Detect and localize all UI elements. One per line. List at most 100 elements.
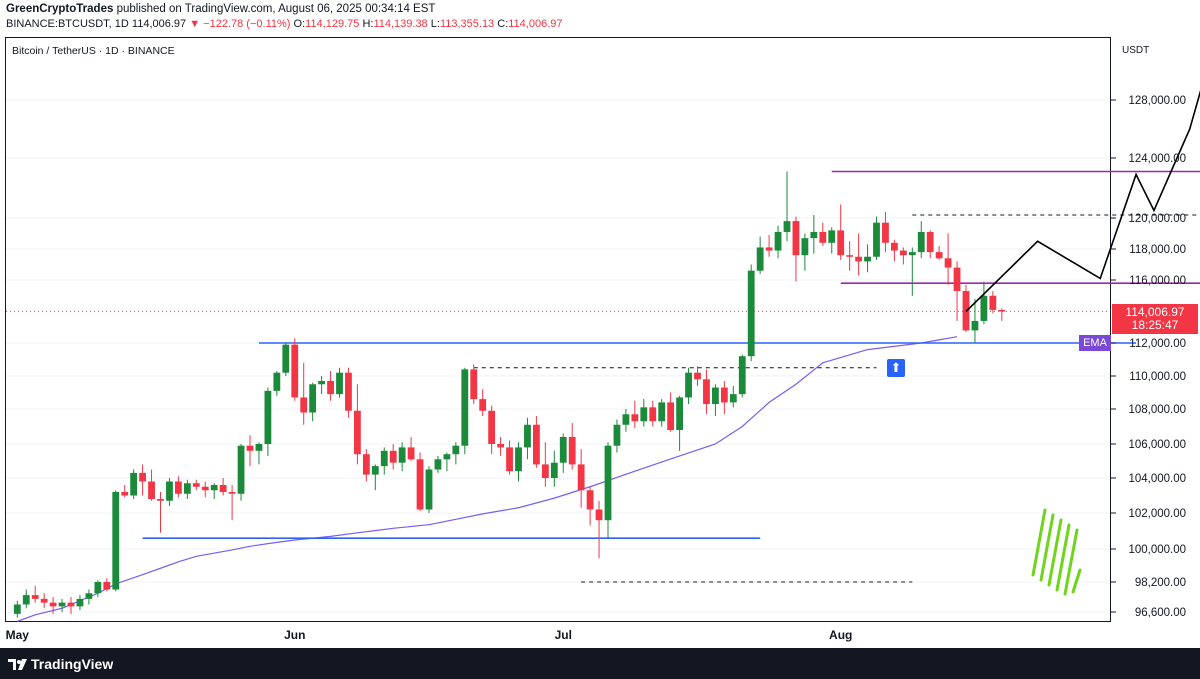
candle-body: [568, 437, 576, 465]
price-tick-label: 100,000.00: [1128, 544, 1186, 556]
candle-body: [846, 255, 854, 257]
candle-body: [640, 407, 648, 422]
price-tick-label: 128,000.00: [1128, 95, 1186, 107]
candle-body: [166, 481, 173, 501]
green-stripe-mark: [1031, 508, 1047, 577]
candle-body: [980, 295, 988, 321]
candle-body: [219, 485, 227, 492]
candle-body: [139, 472, 146, 482]
price-tick-label: 104,000.00: [1128, 473, 1186, 485]
candle-body: [85, 593, 93, 599]
green-stripe-mark: [1055, 523, 1071, 592]
candle-body: [837, 230, 845, 256]
candle-body: [649, 407, 657, 422]
candle-body: [810, 231, 818, 239]
price-tick-label: 96,600.00: [1135, 607, 1186, 619]
price-tick-label: 124,000.00: [1128, 153, 1186, 165]
candle-body: [524, 424, 531, 448]
candle-body: [237, 445, 245, 494]
candle-body: [175, 481, 182, 494]
candle-body: [917, 231, 925, 253]
candle-body: [49, 602, 57, 607]
price-tick-label: 118,000.00: [1129, 244, 1186, 256]
time-label: Jun: [284, 628, 305, 642]
candle-body: [944, 258, 952, 268]
candle-body: [774, 231, 782, 251]
high-value: 114,139.38: [373, 18, 428, 30]
price-tick-label: 102,000.00: [1128, 508, 1186, 520]
candle-body: [31, 595, 39, 599]
candle-body: [58, 602, 66, 607]
ohlc-line: BINANCE:BTCUSDT, 1D 114,006.97 ▼ −122.78…: [6, 18, 563, 30]
candle-body: [935, 252, 943, 259]
price-tick-label: 98,200.00: [1135, 577, 1186, 589]
candle-body: [40, 598, 48, 603]
candle-body: [712, 387, 719, 405]
candle-body: [121, 492, 129, 496]
candle-body: [362, 454, 370, 475]
ema-badge: EMA: [1079, 335, 1111, 351]
time-label: Jul: [555, 628, 572, 642]
symbol-label: BINANCE:BTCUSDT, 1D: [6, 18, 129, 30]
candle-body: [559, 437, 567, 463]
decorative-logo: [1031, 508, 1082, 596]
candle-body: [989, 295, 997, 310]
candle-body: [255, 444, 263, 451]
price-tick-label: 108,000.00: [1128, 404, 1186, 416]
green-stripe-mark: [1047, 518, 1063, 587]
publisher-name[interactable]: GreenCryptoTrades: [6, 3, 114, 15]
publisher-line: GreenCryptoTrades published on TradingVi…: [6, 3, 435, 15]
open-value: 114,129.75: [305, 18, 360, 30]
candle-body: [318, 380, 325, 385]
candle-body: [676, 397, 683, 430]
tradingview-wordmark: TradingView: [31, 656, 114, 672]
candle-body: [873, 222, 880, 257]
candle-body: [452, 445, 460, 455]
price-tick-label: 110,000.00: [1129, 371, 1186, 383]
candle-body: [899, 250, 907, 256]
candle-body: [882, 222, 889, 243]
candle-body: [971, 320, 979, 331]
candle-body: [13, 604, 21, 614]
grid-layer: [6, 99, 1110, 613]
close-value: 114,006.97: [508, 18, 563, 30]
low-value: 113,355.13: [439, 18, 495, 30]
up-arrow-icon: ⬆: [887, 359, 905, 377]
current-price: 114,006.97: [1125, 305, 1185, 320]
candle-body: [192, 483, 200, 487]
candle-body: [112, 492, 120, 590]
candle-body: [783, 221, 791, 232]
candle-body: [434, 459, 442, 470]
high-label: H:: [362, 18, 374, 30]
tradingview-logo[interactable]: TradingView: [8, 656, 113, 672]
candle-body: [210, 485, 218, 491]
candle-body: [130, 472, 138, 496]
candle-body: [658, 402, 666, 422]
candle-body: [577, 464, 585, 491]
ema-path: [17, 336, 958, 622]
candle-body: [103, 582, 111, 590]
publication-header: GreenCryptoTrades published on TradingVi…: [0, 0, 1200, 37]
candle-body: [228, 492, 236, 494]
candle-body: [765, 247, 773, 251]
time-label: Aug: [829, 628, 852, 642]
chart-frame[interactable]: [5, 37, 1111, 622]
candle-body: [76, 598, 84, 607]
tradingview-icon: [8, 659, 27, 670]
candle-body: [550, 462, 558, 478]
candle-body: [22, 595, 30, 605]
candle-body: [309, 384, 317, 413]
candle-body: [756, 247, 764, 271]
candle-body: [953, 267, 961, 292]
current-price-badge: 114,006.97 18:25:47: [1112, 304, 1198, 335]
candle-body: [291, 344, 299, 398]
price-change: ▼ −122.78 (−0.11%): [189, 18, 291, 30]
candle-body: [694, 372, 701, 380]
candle-body: [345, 372, 352, 411]
price-chart[interactable]: 96,600.00 98,200.00 100,000.00 102,000.00 10…: [0, 0, 1200, 648]
candle-body: [622, 414, 630, 425]
candle-body: [300, 397, 308, 413]
candle-body: [336, 372, 343, 395]
time-axis: May Jun Jul Aug: [6, 628, 853, 642]
candle-body: [354, 410, 361, 455]
